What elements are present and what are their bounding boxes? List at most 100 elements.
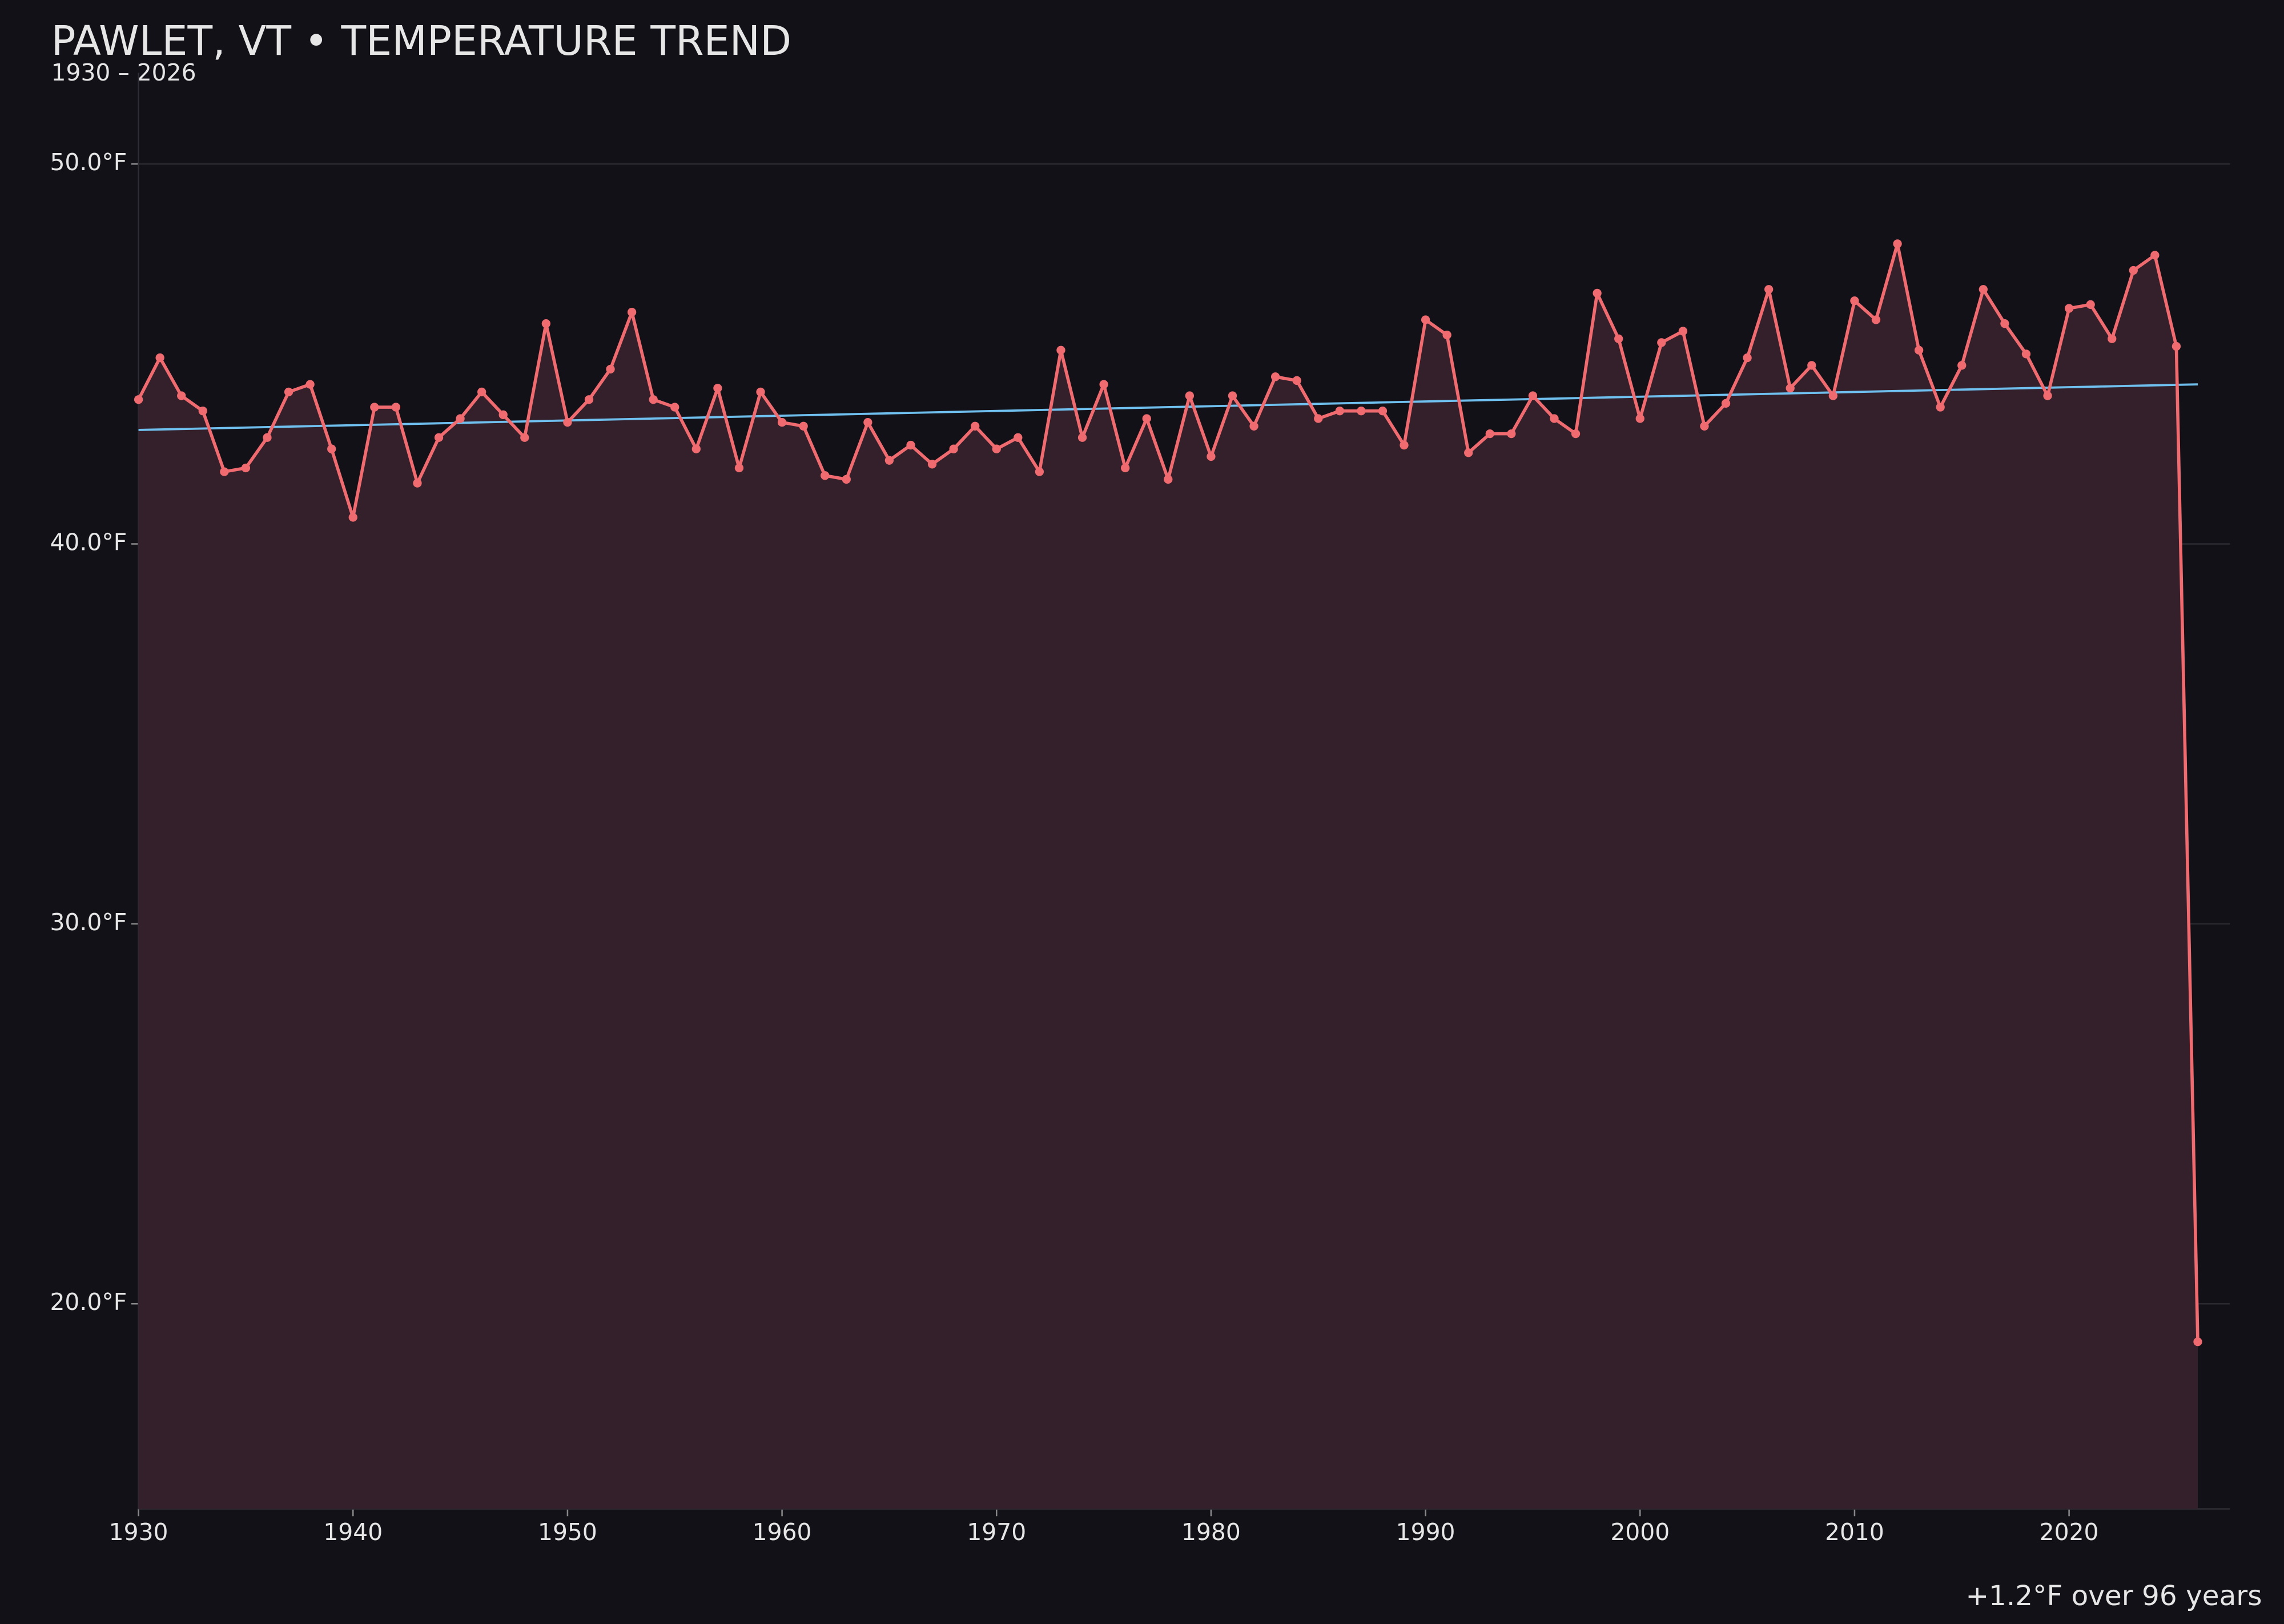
- point: [348, 513, 357, 522]
- chart-title: PAWLET, VT • TEMPERATURE TREND: [51, 17, 792, 65]
- point: [1185, 391, 1195, 400]
- point: [305, 380, 315, 389]
- point: [777, 417, 787, 427]
- point: [1786, 384, 1795, 393]
- point: [1850, 296, 1859, 305]
- point: [1335, 407, 1344, 416]
- point: [992, 444, 1001, 453]
- point: [1056, 345, 1065, 355]
- y-tick-label: 50.0°F: [50, 148, 127, 176]
- point: [863, 417, 872, 427]
- point: [1614, 334, 1623, 343]
- point: [391, 403, 401, 412]
- point: [1228, 391, 1237, 400]
- x-tick-label: 1990: [1396, 1518, 1455, 1546]
- point: [906, 440, 915, 450]
- x-tick-label: 1930: [109, 1518, 168, 1546]
- point: [1164, 475, 1173, 484]
- x-tick-label: 1950: [538, 1518, 597, 1546]
- point: [1207, 452, 1216, 461]
- point: [821, 471, 830, 480]
- point: [734, 463, 744, 473]
- point: [1593, 288, 1602, 298]
- point: [1914, 345, 1924, 355]
- point: [413, 479, 422, 488]
- point: [1571, 429, 1581, 439]
- point: [1957, 361, 1967, 370]
- point: [1807, 361, 1816, 370]
- point: [713, 384, 722, 393]
- point: [756, 387, 765, 397]
- area: [138, 243, 2198, 1509]
- point: [563, 417, 572, 427]
- point: [2000, 319, 2009, 328]
- point: [691, 444, 701, 453]
- y-tick-label: 40.0°F: [50, 529, 127, 556]
- point: [1035, 467, 1044, 476]
- point: [134, 395, 143, 404]
- point: [198, 407, 207, 416]
- point: [1077, 433, 1087, 442]
- point: [1292, 376, 1301, 385]
- point: [1528, 391, 1538, 400]
- x-tick-label: 2010: [1825, 1518, 1884, 1546]
- point: [927, 460, 937, 469]
- point: [1099, 380, 1108, 389]
- point: [1764, 285, 1774, 294]
- point: [1378, 407, 1388, 416]
- point: [1635, 414, 1644, 423]
- point: [2108, 334, 2117, 343]
- x-tick-label: 2000: [1610, 1518, 1670, 1546]
- point: [884, 456, 894, 465]
- point: [971, 421, 980, 431]
- point: [2021, 349, 2031, 359]
- point: [1270, 372, 1280, 381]
- point: [1721, 399, 1731, 408]
- point: [477, 387, 486, 397]
- point: [649, 395, 658, 404]
- point: [263, 433, 272, 442]
- point: [1014, 433, 1023, 442]
- point: [327, 444, 336, 453]
- chart-subtitle: 1930 – 2026: [51, 59, 196, 86]
- x-tick-label: 1970: [967, 1518, 1026, 1546]
- point: [177, 391, 186, 400]
- point: [2150, 251, 2160, 260]
- point: [2086, 300, 2095, 309]
- point: [520, 433, 529, 442]
- point: [606, 364, 615, 374]
- point: [1142, 414, 1151, 423]
- point: [1657, 338, 1666, 347]
- point: [670, 403, 679, 412]
- point: [1121, 463, 1130, 473]
- point: [2172, 341, 2181, 351]
- point: [1314, 414, 1323, 423]
- point: [1442, 330, 1451, 340]
- point: [1357, 407, 1366, 416]
- point: [1893, 239, 1902, 248]
- point: [1979, 285, 1988, 294]
- point: [627, 308, 637, 317]
- point: [1507, 429, 1516, 439]
- point: [1743, 353, 1752, 363]
- x-tick-label: 1980: [1181, 1518, 1241, 1546]
- point: [1936, 403, 1945, 412]
- point: [1871, 315, 1881, 324]
- point: [2129, 266, 2138, 275]
- x-tick-label: 1960: [753, 1518, 812, 1546]
- point: [284, 387, 293, 397]
- point: [1249, 421, 1258, 431]
- point: [1485, 429, 1494, 439]
- point: [799, 421, 808, 431]
- point: [498, 410, 508, 419]
- point: [842, 475, 851, 484]
- point: [1464, 448, 1473, 457]
- annotation: +1.2°F over 96 years: [1965, 1580, 2262, 1612]
- point: [1700, 421, 1709, 431]
- point: [241, 463, 251, 473]
- trend-line: [138, 383, 2198, 431]
- point: [584, 395, 594, 404]
- point: [155, 353, 164, 363]
